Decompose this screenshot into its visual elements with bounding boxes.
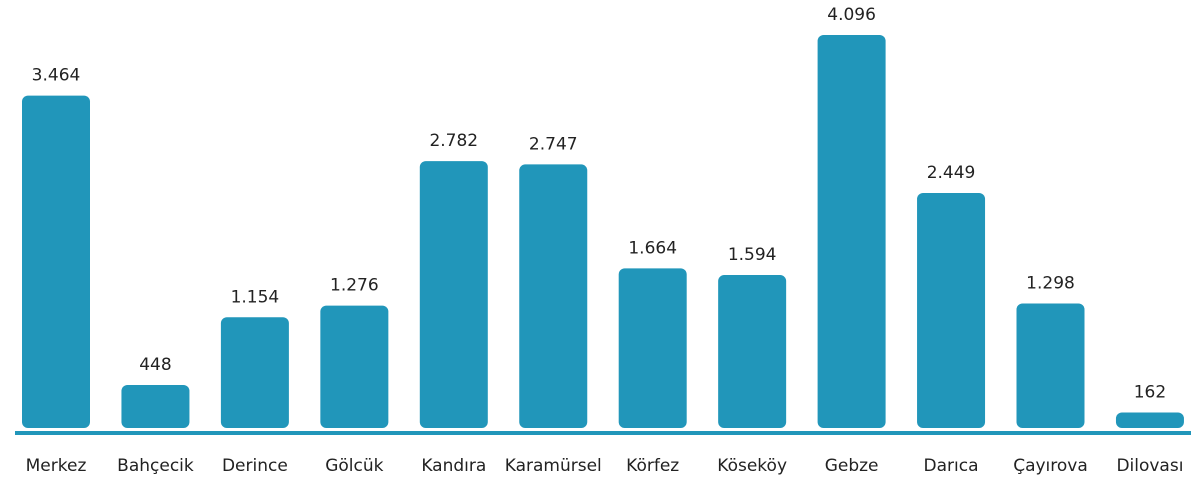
x-tick-label: Kandıra xyxy=(421,456,486,476)
x-tick-label: Merkez xyxy=(26,456,87,476)
bar xyxy=(519,164,588,428)
bar xyxy=(1115,412,1184,428)
value-label: 162 xyxy=(1134,382,1166,402)
value-label: 2.782 xyxy=(429,131,478,151)
x-tick-label: Derince xyxy=(222,456,288,476)
bar xyxy=(817,35,886,428)
bar xyxy=(121,385,190,428)
value-label: 3.464 xyxy=(32,66,81,86)
bar xyxy=(22,95,90,428)
value-label: 448 xyxy=(139,355,171,375)
value-label: 2.449 xyxy=(927,163,976,183)
x-tick-label: Gölcük xyxy=(325,456,383,476)
x-tick-label: Darıca xyxy=(924,456,979,476)
value-label: 1.154 xyxy=(231,287,280,307)
x-tick-label: Körfez xyxy=(626,456,679,476)
bar xyxy=(1016,303,1085,428)
bar xyxy=(320,305,389,428)
value-label: 1.298 xyxy=(1026,273,1075,293)
bar xyxy=(718,275,787,428)
x-tick-label: Çayırova xyxy=(1013,456,1088,476)
value-label: 4.096 xyxy=(827,5,876,25)
x-tick-label: Bahçecik xyxy=(117,456,194,476)
value-label: 1.276 xyxy=(330,276,379,296)
value-label: 1.594 xyxy=(728,245,777,265)
x-tick-label: Gebze xyxy=(825,456,879,476)
x-tick-label: Köseköy xyxy=(717,456,787,476)
bar xyxy=(419,161,488,428)
bar xyxy=(220,317,289,428)
bar xyxy=(618,268,687,428)
value-label: 2.747 xyxy=(529,134,578,154)
value-label: 1.664 xyxy=(628,238,677,258)
x-tick-label: Karamürsel xyxy=(505,456,602,476)
x-tick-label: Dilovası xyxy=(1116,456,1183,476)
bar xyxy=(917,193,986,428)
